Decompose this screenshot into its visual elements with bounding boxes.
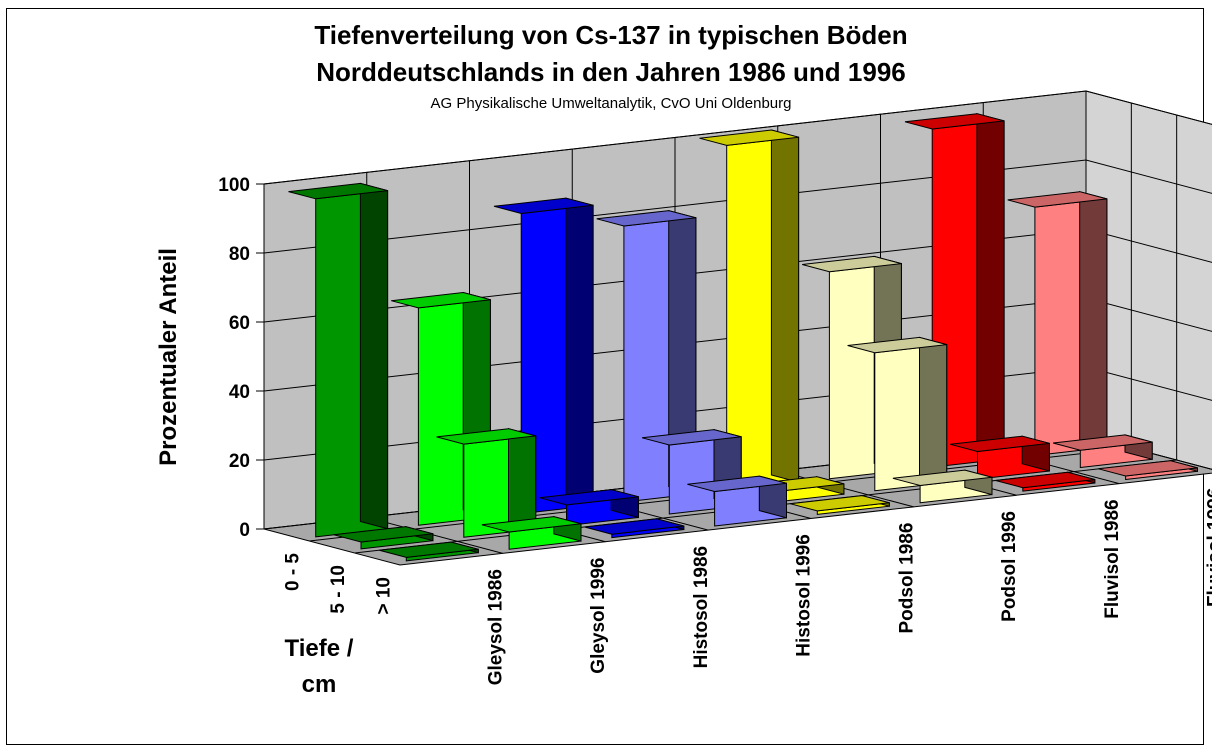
chart-subtitle: AG Physikalische Umweltanalytik, CvO Uni… [431,95,792,112]
bar [1052,434,1153,469]
y-tick-label: 100 [218,175,250,196]
bar-side [919,336,948,484]
bar-top [802,255,902,273]
bar [596,209,697,503]
depth-axis-label: Tiefe / [285,635,354,662]
bar [892,469,993,504]
bar-side [770,129,800,483]
category-label: Gleysol 1996 [588,558,609,674]
category-label: Podsol 1996 [999,511,1020,622]
bar-side [508,428,537,530]
bar-top [699,129,799,146]
bar-top [1052,434,1153,451]
bar [539,488,639,527]
bar-top [584,518,684,535]
bar-top [1098,460,1198,477]
bar-top [789,495,890,512]
bar-top [493,197,594,215]
bar-top [904,113,1005,130]
bar-top [995,471,1095,489]
chart-labels: 0 20 40 60 80 100 Gleysol 1986 Gleysol 1996 Hist… [218,175,1212,685]
bar [847,336,948,492]
category-label: Podsol 1986 [896,523,917,634]
bar-side [565,197,594,507]
bar-side [976,113,1005,460]
depth-row-label: 5 - 10 [328,565,349,614]
bar-top [436,428,536,445]
y-tick-label: 0 [239,520,250,541]
floor-gridline [366,516,503,554]
floor-gridline [777,470,914,508]
bar-top [481,516,582,533]
y-tick-label: 80 [229,244,250,265]
bar-top [950,435,1050,453]
y-tick-label: 40 [229,382,250,403]
category-label: Fluvisol 1996 [1205,488,1212,607]
bar-top [391,291,491,309]
bar [493,197,594,515]
bar-top [847,336,947,354]
category-label: Histosol 1996 [794,534,815,657]
bar [481,515,582,550]
chart-title: Tiefenverteilung von Cs-137 in typischen… [314,20,907,50]
bar-top [1007,191,1108,208]
category-label: Fluvisol 1986 [1102,499,1123,618]
bar [904,113,1005,468]
bar [1098,460,1198,481]
bar-top [596,210,697,227]
bar [950,435,1050,480]
bar [584,518,685,539]
bar [378,541,479,562]
bar-top [378,541,479,558]
bar-top [539,489,639,506]
depth-row-label: 0 - 5 [283,553,304,591]
depth-axis-label-unit: cm [302,671,337,698]
chart-bars [288,113,1198,562]
bar-side [1079,191,1108,448]
bar [687,475,787,527]
bar [436,428,537,538]
bar-top [641,429,742,446]
bar [995,471,1096,492]
category-label: Histosol 1986 [691,546,712,669]
bar [1007,191,1108,457]
y-axis-label: Prozentualer Anteil [155,248,182,466]
category-label: Gleysol 1986 [485,569,506,685]
y-tick-label: 20 [229,451,250,472]
bar-top [288,182,388,200]
bar-top [892,469,993,487]
bar-top [333,526,434,543]
bar-side [359,182,389,530]
bar [789,494,890,515]
chart-title-line2: Norddeutschlands in den Jahren 1986 und … [316,57,906,87]
bar [333,525,434,550]
depth-row-label: > 10 [373,577,394,615]
bar [699,129,800,491]
y-tick-label: 60 [229,313,250,334]
bar-top [687,475,787,493]
